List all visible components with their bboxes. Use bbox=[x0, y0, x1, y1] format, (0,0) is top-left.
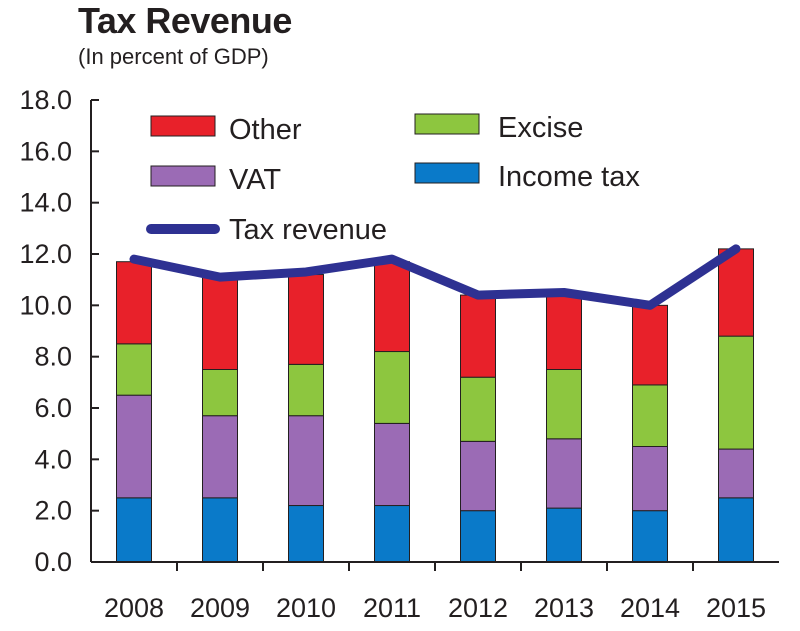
bar-other-2012 bbox=[460, 294, 496, 378]
bar-excise-2011 bbox=[374, 351, 410, 424]
bar-vat-2014 bbox=[632, 446, 668, 512]
bar-excise-2012 bbox=[460, 376, 496, 442]
bar-other-2009 bbox=[202, 274, 238, 370]
bar-other-2014 bbox=[632, 304, 668, 386]
bar-excise-2009 bbox=[202, 369, 238, 417]
bar-vat-2008 bbox=[116, 394, 152, 499]
bar-income-tax-2012 bbox=[460, 510, 496, 563]
y-tick-label: 16.0 bbox=[19, 136, 72, 166]
legend-swatch-excise bbox=[414, 113, 480, 135]
bar-other-2011 bbox=[374, 261, 410, 353]
y-tick-label: 10.0 bbox=[19, 290, 72, 320]
y-tick-label: 0.0 bbox=[34, 547, 72, 577]
bar-other-2013 bbox=[546, 292, 582, 370]
x-tick-label: 2009 bbox=[190, 593, 250, 623]
chart-subtitle: (In percent of GDP) bbox=[78, 44, 269, 69]
legend-label-vat: VAT bbox=[229, 164, 281, 196]
bar-vat-2010 bbox=[288, 415, 324, 507]
x-tick-label: 2011 bbox=[363, 593, 421, 623]
x-tick-label: 2015 bbox=[706, 593, 766, 623]
x-tick-label: 2014 bbox=[620, 593, 680, 623]
legend-label-other: Other bbox=[229, 114, 302, 146]
tax-revenue-line bbox=[129, 244, 741, 310]
legend-label-excise: Excise bbox=[498, 112, 583, 144]
legend-label-income-tax: Income tax bbox=[498, 161, 640, 193]
legend-label-tax-revenue: Tax revenue bbox=[229, 214, 387, 246]
y-tick-label: 2.0 bbox=[34, 496, 72, 526]
y-tick-label: 6.0 bbox=[34, 393, 72, 423]
legend-swatch-other bbox=[150, 115, 216, 137]
x-tick-label: 2012 bbox=[448, 593, 508, 623]
bar-income-tax-2013 bbox=[546, 507, 582, 563]
bar-income-tax-2015 bbox=[718, 497, 754, 563]
bar-income-tax-2008 bbox=[116, 497, 152, 563]
y-tick-label: 12.0 bbox=[19, 239, 72, 269]
legend-swatch-income-tax bbox=[414, 162, 480, 184]
x-tick-label: 2010 bbox=[276, 593, 336, 623]
legend-swatch-vat bbox=[150, 165, 216, 187]
bar-vat-2013 bbox=[546, 438, 582, 509]
x-tick-label: 2008 bbox=[104, 593, 164, 623]
y-tick-label: 14.0 bbox=[19, 188, 72, 218]
y-tick-label: 4.0 bbox=[34, 444, 72, 474]
bar-other-2015 bbox=[718, 248, 754, 337]
bar-vat-2012 bbox=[460, 440, 496, 512]
bar-other-2008 bbox=[116, 261, 152, 345]
bar-excise-2008 bbox=[116, 343, 152, 396]
x-tick-label: 2013 bbox=[534, 593, 594, 623]
bar-income-tax-2009 bbox=[202, 497, 238, 563]
bar-vat-2011 bbox=[374, 422, 410, 507]
bar-excise-2014 bbox=[632, 384, 668, 447]
bar-excise-2010 bbox=[288, 363, 324, 417]
bar-income-tax-2011 bbox=[374, 505, 410, 563]
y-tick-label: 18.0 bbox=[19, 85, 72, 115]
bar-income-tax-2014 bbox=[632, 510, 668, 563]
bar-income-tax-2010 bbox=[288, 505, 324, 563]
bar-excise-2013 bbox=[546, 369, 582, 440]
bar-excise-2015 bbox=[718, 335, 754, 450]
chart-title: Tax Revenue bbox=[78, 0, 292, 41]
bar-vat-2009 bbox=[202, 415, 238, 499]
bar-other-2010 bbox=[288, 274, 324, 365]
y-tick-label: 8.0 bbox=[34, 342, 72, 372]
bar-vat-2015 bbox=[718, 448, 754, 499]
